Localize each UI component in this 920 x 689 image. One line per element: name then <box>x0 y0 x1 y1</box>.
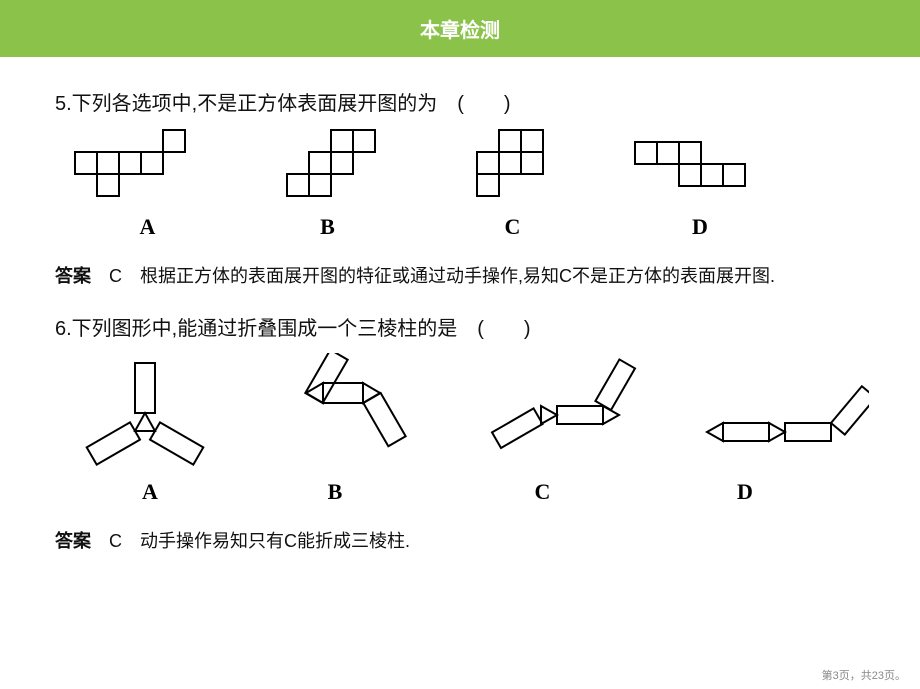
q6-fig-a <box>65 353 225 473</box>
q5-fig-c <box>445 128 575 208</box>
q5-figures <box>65 128 865 208</box>
q6-label-a: A <box>65 479 235 505</box>
q5-label-a: A <box>65 214 230 240</box>
q5-labels: A B C D <box>65 214 865 240</box>
q6-label-c: C <box>435 479 650 505</box>
q5-fig-d <box>615 128 795 208</box>
page-footer: 第3页，共23页。 <box>822 667 906 683</box>
q6-fig-b <box>253 353 433 473</box>
chapter-banner: 本章检测 <box>0 0 920 57</box>
q6-label-b: B <box>235 479 435 505</box>
question-5-text: 5.下列各选项中,不是正方体表面展开图的为 ( ) <box>55 87 865 116</box>
q5-answer-label: 答案 <box>55 266 91 286</box>
q6-fig-c <box>461 353 651 473</box>
q6-answer: 答案 C 动手操作易知只有C能折成三棱柱. <box>55 523 865 559</box>
question-6-text: 6.下列图形中,能通过折叠围成一个三棱柱的是 ( ) <box>55 312 865 341</box>
page-content: 5.下列各选项中,不是正方体表面展开图的为 ( ) <box>0 57 920 559</box>
q5-fig-a <box>65 128 215 208</box>
banner-title: 本章检测 <box>420 20 500 42</box>
q5-label-d: D <box>600 214 800 240</box>
q6-labels: A B C D <box>65 479 865 505</box>
q6-answer-label: 答案 <box>55 531 91 551</box>
q6-label-d: D <box>650 479 840 505</box>
q6-figures <box>65 353 865 473</box>
q5-fig-b <box>255 128 405 208</box>
q6-fig-d <box>679 353 869 473</box>
q5-answer: 答案 C 根据正方体的表面展开图的特征或通过动手操作,易知C不是正方体的表面展开… <box>55 258 865 294</box>
q5-label-b: B <box>230 214 425 240</box>
q5-answer-text: C 根据正方体的表面展开图的特征或通过动手操作,易知C不是正方体的表面展开图. <box>91 266 775 286</box>
q6-answer-text: C 动手操作易知只有C能折成三棱柱. <box>91 531 410 551</box>
q5-label-c: C <box>425 214 600 240</box>
